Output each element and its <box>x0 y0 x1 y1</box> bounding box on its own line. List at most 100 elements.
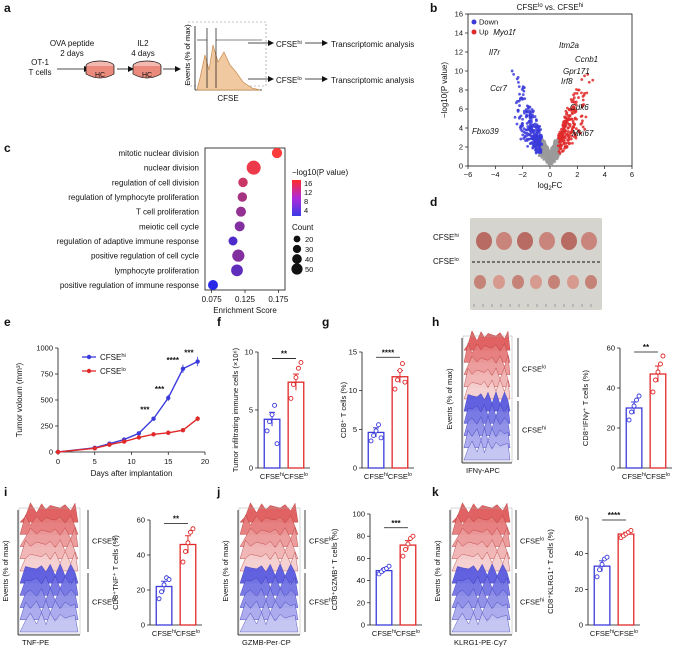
volcano-point <box>524 115 528 119</box>
x-cat-lo: CFSElo <box>388 472 412 481</box>
volcano-point <box>538 138 542 142</box>
term-label: meiotic cell cycle <box>139 222 200 231</box>
y-tick-label: 0 <box>579 621 583 630</box>
panel-letter-c: c <box>4 141 11 155</box>
y-tick-label: 60 <box>575 514 583 523</box>
tumor-lo <box>512 275 524 289</box>
volcano-point <box>551 151 554 155</box>
arrow-head <box>268 76 274 82</box>
volcano-point <box>520 124 524 128</box>
y-tick-label: 6 <box>459 105 463 114</box>
group-lo-label: CFSElo <box>309 537 333 546</box>
term-label: regulation of adaptive immune response <box>57 237 200 246</box>
arrow-head <box>128 66 134 72</box>
flow-histogram <box>239 575 299 596</box>
flow-histogram <box>463 403 511 424</box>
arrow-head <box>268 40 274 46</box>
data-point <box>371 433 376 438</box>
count-legend-tick: 50 <box>305 265 313 274</box>
flow-y-label: Events (% of max) <box>1 540 10 602</box>
volcano-point <box>526 105 530 108</box>
term-label: positive regulation of cell cycle <box>91 252 200 261</box>
y-tick-label: 12 <box>455 48 463 57</box>
culture-dish <box>132 66 162 79</box>
y-tick-label: 1000 <box>36 344 53 353</box>
volcano-point <box>522 86 526 90</box>
volcano-point <box>513 115 517 119</box>
flow-histogram <box>463 366 511 387</box>
data-point <box>373 428 379 434</box>
flow-histogram <box>463 378 511 400</box>
volcano-point <box>527 137 531 141</box>
panel-letter-g: g <box>322 315 329 329</box>
volcano-point <box>524 139 527 143</box>
volcano-point <box>551 148 554 152</box>
data-point <box>626 417 632 423</box>
volcano-point <box>529 116 533 120</box>
volcano-point <box>531 145 535 149</box>
volcano-point <box>538 133 542 137</box>
volcano-point <box>581 98 585 102</box>
legend-down-marker <box>471 19 477 25</box>
volcano-point <box>535 135 539 139</box>
bar-CFSEhi <box>375 569 393 626</box>
volcano-point <box>519 137 523 141</box>
significance-mark: *** <box>184 349 194 358</box>
tumor-lo <box>585 275 597 289</box>
count-legend-dot <box>292 244 302 254</box>
gene-label-Fbxo39: Fbxo39 <box>472 127 499 136</box>
y-tick-label: 20 <box>607 424 615 433</box>
bar-y-label: Tumor infiltrating immune cells (×10⁶) <box>231 347 240 472</box>
flow-histogram <box>451 611 511 633</box>
volcano-point <box>562 141 566 145</box>
bar-y-label: CD8⁺KLRG1⁺ T cells (%) <box>546 529 555 614</box>
culture-dish <box>85 66 115 79</box>
flow-histogram <box>19 514 79 535</box>
start-cells-label: OT-1 <box>31 58 49 67</box>
tumor-hi <box>539 232 555 250</box>
tumor-lo <box>493 275 505 289</box>
x-tick-label: 6 <box>630 170 634 179</box>
growth-point <box>136 431 142 436</box>
legend-lo-marker <box>86 368 92 374</box>
volcano-point <box>515 122 519 126</box>
x-tick-label: 0.075 <box>202 295 223 304</box>
x-tick-label: 2 <box>575 170 579 179</box>
volcano-point <box>562 130 566 134</box>
volcano-point <box>544 154 548 158</box>
histogram-y-label: Events (% of max) <box>183 24 192 86</box>
data-point <box>628 528 634 533</box>
volcano-point <box>537 154 541 158</box>
flow-histogram <box>19 502 79 523</box>
analysis-label: Transcriptomic analysis <box>331 76 414 85</box>
volcano-point <box>583 127 587 131</box>
panel-letter-d: d <box>430 195 437 209</box>
gene-label-Myo1f: Myo1f <box>493 28 516 37</box>
volcano-point <box>561 124 565 128</box>
data-point <box>410 533 416 539</box>
x-cat-lo: CFSElo <box>176 629 200 638</box>
volcano-point <box>568 123 572 126</box>
volcano-point <box>516 75 520 79</box>
flow-histogram <box>239 550 299 572</box>
y-tick-label: 20 <box>575 585 583 594</box>
tumor-lo <box>548 275 560 289</box>
growth-line-0 <box>57 360 198 453</box>
y-tick-label: 20 <box>357 598 365 607</box>
volcano-point <box>510 69 514 73</box>
cfse-hi-label: CFSEhi <box>276 40 302 49</box>
flow-histogram <box>463 342 511 363</box>
volcano-point <box>521 97 525 101</box>
term-label: regulation of cell division <box>112 178 199 187</box>
count-legend-dot <box>292 254 302 264</box>
growth-x-label: Days after implantation <box>91 469 173 478</box>
volcano-point <box>552 146 556 150</box>
volcano-point <box>571 105 575 109</box>
step2-label: IL2 <box>137 39 149 48</box>
volcano-point <box>516 109 520 113</box>
significance-mark: ** <box>173 514 180 523</box>
growth-point <box>151 416 156 421</box>
term-label: T cell proliferation <box>136 208 199 217</box>
term-label: lymphocyte proliferation <box>115 266 199 275</box>
group-hi-label: CFSEhi <box>92 598 116 607</box>
